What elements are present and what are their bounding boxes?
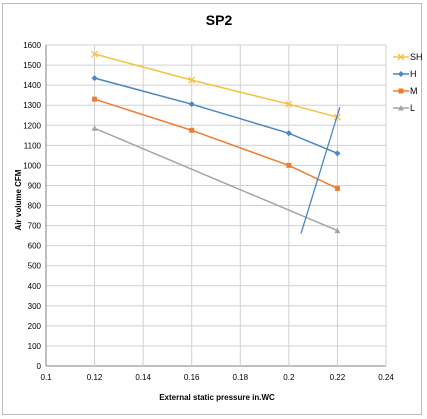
chart-title: SP2 [206, 12, 233, 28]
marker-x-stroke [285, 100, 293, 108]
chart-frame: SP2 0 100 200 300 400 500 600 700 800 900 1000 1100… [2, 3, 423, 415]
marker-x [397, 53, 405, 61]
series-group [91, 50, 341, 234]
marker-x-stroke [91, 50, 99, 58]
legend-label: SH [410, 52, 423, 62]
grid [45, 44, 387, 367]
marker-triangle [334, 227, 341, 234]
marker-x [285, 100, 293, 108]
legend-label: M [410, 86, 418, 96]
y-tick-label: 0 [37, 362, 42, 371]
y-tick-label: 1300 [23, 101, 41, 110]
marker-diamond [91, 75, 98, 82]
y-tick-labels: 0 100 200 300 400 500 600 700 800 900 1000 1100 1200… [23, 41, 41, 371]
marker-diamond [285, 130, 292, 137]
legend: SH HML [393, 52, 423, 113]
marker-x [188, 76, 196, 84]
y-tick-label: 1600 [23, 41, 41, 50]
y-tick-label: 500 [28, 262, 42, 271]
y-tick-label: 800 [28, 202, 42, 211]
marker-triangle [398, 105, 404, 111]
series-line [94, 53, 338, 118]
marker-x-stroke [397, 53, 405, 61]
y-tick-label: 100 [28, 342, 42, 351]
y-tick-label: 1100 [24, 141, 42, 150]
y-tick-label: 1400 [23, 81, 41, 90]
series-line [94, 127, 338, 232]
x-tick-label: 0.12 [87, 373, 103, 382]
chart-svg: SP2 0 100 200 300 400 500 600 700 800 900 1000 1100… [14, 12, 423, 402]
x-tick-label: 0.22 [330, 373, 346, 382]
x-axis-label: External static pressure in.WC [159, 393, 275, 402]
legend-item-m: M [393, 86, 418, 96]
marker-square [398, 88, 404, 94]
marker-square [92, 96, 98, 102]
x-tick-labels: 0.1 0.12 0.14 0.16 0.18 0.2 0.22 0.24 [40, 373, 394, 382]
legend-label: H [410, 69, 417, 79]
y-tick-label: 1200 [23, 121, 41, 130]
y-tick-label: 400 [28, 282, 42, 291]
x-tick-label: 0.24 [378, 373, 394, 382]
marker-diamond [334, 150, 341, 157]
marker-diamond [188, 101, 195, 108]
y-tick-label: 900 [28, 181, 42, 190]
marker-square [286, 162, 292, 168]
legend-item-l: L [393, 103, 415, 113]
legend-label: L [410, 103, 415, 113]
marker-x-stroke [188, 76, 196, 84]
y-tick-label: 1000 [23, 161, 41, 170]
series-m [92, 96, 340, 191]
x-tick-label: 0.16 [184, 373, 200, 382]
y-axis-label: Air volume CFM [14, 169, 23, 230]
marker-diamond [398, 71, 404, 77]
x-tick-label: 0.1 [40, 373, 52, 382]
y-tick-label: 200 [28, 322, 42, 331]
marker-x [91, 50, 99, 58]
marker-triangle [91, 125, 98, 131]
y-tick-label: 300 [28, 302, 42, 311]
x-tick-label: 0.18 [232, 373, 248, 382]
series-l [91, 125, 341, 234]
annotation-line [300, 107, 341, 234]
marker-square [334, 185, 340, 191]
marker-square [189, 127, 195, 133]
x-tick-label: 0.14 [135, 373, 151, 382]
legend-item-h: H [393, 69, 417, 79]
y-tick-label: 1500 [23, 61, 41, 70]
series-line [94, 77, 338, 154]
y-tick-label: 600 [28, 242, 42, 251]
annotation-group [300, 107, 341, 234]
x-tick-label: 0.2 [283, 373, 295, 382]
series-h [91, 75, 341, 157]
y-tick-label: 700 [28, 222, 42, 231]
series-line [94, 98, 338, 190]
legend-item-sh: SH [393, 52, 423, 62]
